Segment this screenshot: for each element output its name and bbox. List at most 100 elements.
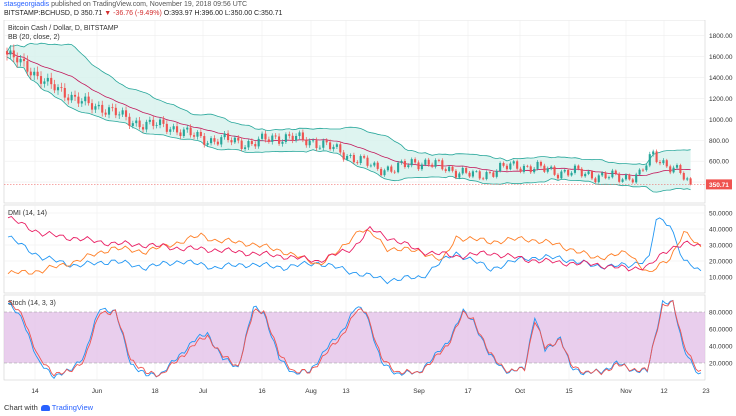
candle-body bbox=[295, 136, 298, 141]
candle-body bbox=[165, 123, 168, 132]
last-price-label: 350.71 bbox=[709, 182, 729, 189]
candle-body bbox=[570, 172, 573, 176]
candle-body bbox=[618, 173, 621, 182]
footer-label: Chart with bbox=[4, 403, 38, 412]
candle-body bbox=[675, 165, 679, 168]
candle-body bbox=[516, 161, 519, 169]
candle-body bbox=[641, 169, 645, 171]
candle-body bbox=[427, 159, 430, 165]
candle-body bbox=[220, 137, 223, 145]
tradingview-logo-icon bbox=[40, 405, 50, 412]
candle-body bbox=[138, 120, 141, 128]
candle-body bbox=[308, 140, 311, 146]
candle-body bbox=[67, 97, 70, 101]
candle-body bbox=[46, 77, 49, 82]
candle-body bbox=[322, 140, 325, 148]
candle-body bbox=[158, 119, 162, 126]
ohlc-values: O:393.97 H:396.00 L:350.00 C:350.71 bbox=[163, 10, 283, 17]
bb-band-fill bbox=[7, 43, 691, 193]
candle-body bbox=[172, 126, 175, 130]
candle-body bbox=[543, 165, 546, 172]
candle-body bbox=[250, 141, 253, 145]
x-tick-label: 16 bbox=[258, 388, 266, 395]
candle-body bbox=[148, 119, 151, 122]
candle-body bbox=[257, 138, 260, 147]
candle-body bbox=[240, 140, 243, 149]
candle-body bbox=[492, 172, 495, 177]
symbol-ohlc-line: BITSTAMP:BCHUSD, D 350.71 ▼ -36.76 (-9.4… bbox=[4, 10, 282, 17]
candle-body bbox=[672, 167, 675, 173]
candle-body bbox=[19, 58, 22, 63]
bb-lower-line bbox=[6, 56, 691, 193]
candle-body bbox=[580, 168, 583, 177]
candle-body bbox=[329, 142, 332, 150]
footer-brand[interactable]: TradingView bbox=[51, 403, 94, 412]
candle-body bbox=[145, 121, 148, 130]
price-tick-label: 1000.00 bbox=[709, 117, 733, 124]
candle-body bbox=[50, 77, 53, 85]
x-tick-label: Nov bbox=[620, 388, 632, 395]
candle-body bbox=[682, 173, 685, 180]
candle-body bbox=[9, 50, 12, 55]
candle-body bbox=[482, 178, 485, 180]
candle-body bbox=[325, 140, 328, 143]
candle-body bbox=[410, 159, 413, 166]
candle-body bbox=[175, 126, 179, 133]
candle-body bbox=[233, 137, 236, 143]
candle-body bbox=[70, 94, 73, 101]
candle-body bbox=[107, 107, 111, 115]
candle-body bbox=[210, 138, 213, 144]
price-tick-label: 1800.00 bbox=[709, 33, 733, 40]
candle-body bbox=[114, 107, 117, 116]
candle-body bbox=[56, 87, 60, 91]
candle-body bbox=[73, 94, 77, 97]
candle-body bbox=[607, 177, 611, 179]
close-value: 350.71 bbox=[80, 10, 103, 17]
candle-body bbox=[526, 165, 529, 167]
candle-body bbox=[97, 104, 100, 107]
dmi-tick-label: 50.0000 bbox=[709, 211, 733, 218]
candle-body bbox=[267, 139, 270, 142]
candle-body bbox=[16, 57, 19, 63]
candle-body bbox=[366, 157, 369, 166]
candle-body bbox=[213, 138, 216, 142]
author-link[interactable]: stasgeorgiadis bbox=[4, 1, 50, 8]
bb-indicator-label: BB (20, close, 2) bbox=[8, 34, 60, 41]
candle-body bbox=[274, 135, 277, 137]
candle-body bbox=[638, 169, 641, 175]
candle-body bbox=[346, 155, 349, 160]
candle-body bbox=[587, 171, 590, 174]
candle-body bbox=[621, 179, 624, 182]
candle-body bbox=[305, 139, 308, 146]
candle-body bbox=[679, 165, 682, 174]
candle-body bbox=[533, 168, 536, 173]
candle-body bbox=[539, 161, 543, 166]
candle-body bbox=[87, 96, 90, 104]
stoch-tick-label: 60.0000 bbox=[709, 327, 733, 334]
chart-canvas[interactable]: 1800.00 1600.00 1400.00 1200.00 1000.00 800.0… bbox=[0, 20, 736, 404]
candle-body bbox=[441, 160, 444, 170]
candle-body bbox=[369, 165, 372, 167]
candle-body bbox=[628, 174, 631, 180]
dmi-minus-line bbox=[7, 229, 702, 275]
candle-body bbox=[216, 141, 219, 145]
candle-body bbox=[301, 132, 304, 140]
candle-body bbox=[461, 167, 464, 174]
candle-body bbox=[560, 171, 563, 179]
x-tick-label: 15 bbox=[565, 388, 573, 395]
candle-body bbox=[237, 137, 240, 141]
candle-body bbox=[505, 165, 508, 170]
adx-line bbox=[7, 215, 702, 272]
candle-body bbox=[169, 129, 172, 132]
candle-body bbox=[652, 151, 655, 155]
candle-body bbox=[359, 156, 362, 163]
candle-body bbox=[193, 135, 196, 137]
candle-body bbox=[573, 165, 577, 173]
candle-body bbox=[662, 160, 665, 164]
dmi-pane-title: DMI (14, 14) bbox=[8, 210, 47, 217]
candle-body bbox=[152, 119, 155, 126]
stoch-tick-label: 80.0000 bbox=[709, 310, 733, 317]
dmi-tick-label: 40.0000 bbox=[709, 227, 733, 234]
candle-body bbox=[186, 127, 189, 130]
candle-body bbox=[244, 147, 247, 149]
